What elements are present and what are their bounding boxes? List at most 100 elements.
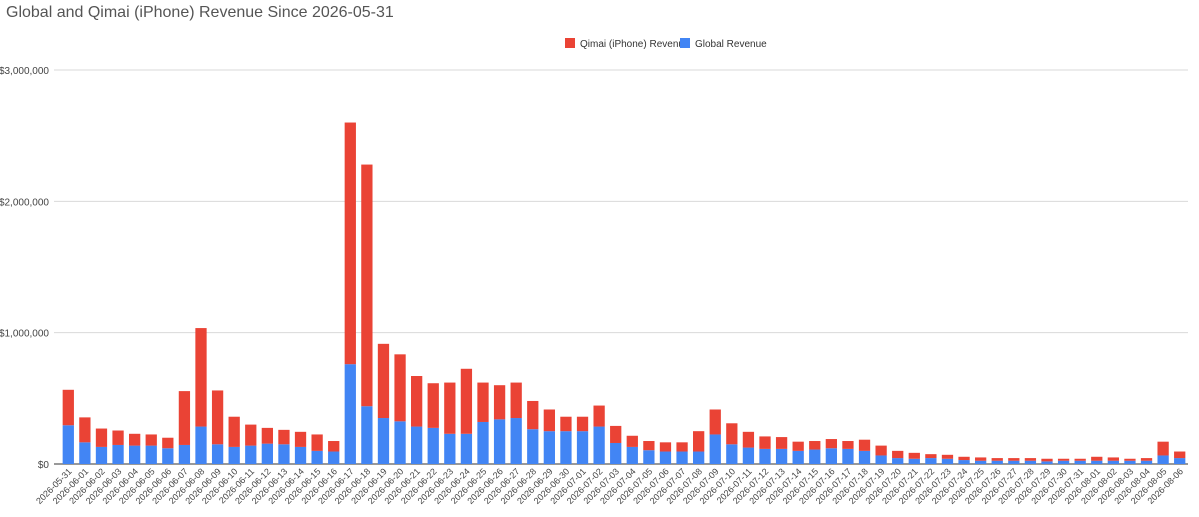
bar-qimai-revenue: [95, 428, 108, 447]
bar-global-revenue: [195, 426, 207, 464]
bar-qimai-revenue: [576, 416, 589, 432]
bar-global-revenue: [576, 431, 589, 464]
bar-qimai-revenue: [460, 368, 473, 434]
bar-qimai-revenue: [925, 454, 937, 459]
bar-qimai-revenue: [1140, 458, 1153, 461]
y-axis-labels: $0 $1,000,000 $2,000,000 $3,000,000: [0, 66, 49, 471]
y-tick-label: $0: [38, 460, 50, 471]
bar-global-revenue: [709, 434, 721, 464]
bar-qimai-revenue: [527, 400, 539, 430]
bar-qimai-revenue: [1057, 458, 1070, 461]
bar-global-revenue: [62, 425, 74, 464]
bar-qimai-revenue: [228, 416, 240, 447]
bar-global-revenue: [676, 451, 688, 464]
bar-global-revenue: [1057, 460, 1070, 464]
y-tick-label: $2,000,000: [0, 197, 49, 208]
bar-global-revenue: [1074, 460, 1086, 464]
bar-global-revenue: [1107, 460, 1119, 464]
bar-qimai-revenue: [361, 164, 373, 407]
bar-qimai-revenue: [477, 382, 489, 422]
bar-global-revenue: [1157, 455, 1169, 464]
bar-qimai-revenue: [726, 423, 738, 445]
bar-global-revenue: [477, 421, 489, 464]
bar-qimai-revenue: [543, 409, 555, 432]
bar-qimai-revenue: [975, 457, 987, 461]
bar-global-revenue: [659, 451, 672, 464]
y-tick-label: $3,000,000: [0, 66, 49, 77]
bar-global-revenue: [560, 431, 572, 464]
bar-global-revenue: [825, 448, 837, 464]
bar-global-revenue: [112, 444, 124, 464]
bar-global-revenue: [643, 450, 655, 464]
bar-qimai-revenue: [261, 427, 273, 444]
bar-qimai-revenue: [1008, 458, 1020, 461]
bar-qimai-revenue: [79, 417, 91, 443]
bar-qimai-revenue: [693, 431, 705, 452]
bar-qimai-revenue: [195, 328, 207, 427]
bar-global-revenue: [792, 450, 804, 464]
bar-global-revenue: [693, 451, 705, 464]
bar-global-revenue: [411, 426, 423, 464]
bar-global-revenue: [228, 446, 240, 464]
bar-qimai-revenue: [1174, 451, 1186, 459]
bar-qimai-revenue: [394, 354, 406, 422]
bar-qimai-revenue: [311, 434, 323, 451]
bar-global-revenue: [610, 442, 622, 464]
bar-qimai-revenue: [1107, 457, 1119, 461]
bar-qimai-revenue: [958, 456, 970, 461]
bar-qimai-revenue: [676, 442, 688, 452]
bar-global-revenue: [759, 448, 771, 464]
bar-global-revenue: [278, 444, 290, 464]
bar-global-revenue: [245, 445, 257, 464]
bar-qimai-revenue: [593, 405, 605, 427]
bar-global-revenue: [1140, 460, 1153, 464]
bar-global-revenue: [460, 433, 473, 464]
legend: Qimai (iPhone) Revenue Global Revenue: [565, 38, 767, 50]
bar-qimai-revenue: [560, 416, 572, 432]
bar-qimai-revenue: [991, 458, 1003, 461]
bar-qimai-revenue: [1024, 458, 1037, 461]
bar-qimai-revenue: [411, 376, 423, 427]
bar-qimai-revenue: [245, 424, 257, 446]
bar-qimai-revenue: [875, 445, 887, 456]
bar-global-revenue: [941, 458, 954, 464]
bar-qimai-revenue: [294, 431, 307, 447]
bar-global-revenue: [261, 443, 273, 464]
legend-label: Qimai (iPhone) Revenue: [580, 39, 690, 50]
bar-global-revenue: [95, 446, 108, 464]
bar-global-revenue: [775, 448, 788, 464]
bar-global-revenue: [726, 444, 738, 464]
legend-swatch: [565, 38, 575, 48]
bar-global-revenue: [1174, 458, 1186, 464]
bar-qimai-revenue: [493, 385, 506, 420]
bars: [62, 122, 1186, 464]
bar-global-revenue: [211, 444, 224, 464]
legend-swatch: [680, 38, 690, 48]
bar-qimai-revenue: [278, 429, 290, 445]
bar-qimai-revenue: [792, 441, 804, 451]
bar-qimai-revenue: [825, 439, 837, 449]
bar-global-revenue: [991, 460, 1003, 464]
bar-qimai-revenue: [610, 425, 622, 443]
bar-qimai-revenue: [344, 122, 356, 365]
bar-qimai-revenue: [444, 382, 456, 434]
bar-global-revenue: [842, 448, 854, 464]
bar-qimai-revenue: [892, 450, 904, 459]
bar-qimai-revenue: [162, 437, 174, 449]
bar-global-revenue: [328, 451, 340, 464]
bar-qimai-revenue: [1124, 458, 1136, 461]
bar-qimai-revenue: [211, 390, 224, 445]
bar-global-revenue: [493, 419, 506, 464]
bar-global-revenue: [1091, 460, 1103, 464]
bar-global-revenue: [958, 460, 970, 464]
bar-global-revenue: [1124, 460, 1136, 464]
bar-global-revenue: [361, 406, 373, 464]
bar-global-revenue: [925, 458, 937, 464]
bar-global-revenue: [875, 455, 887, 464]
bar-global-revenue: [593, 426, 605, 464]
bar-qimai-revenue: [178, 391, 191, 445]
bar-global-revenue: [908, 458, 920, 464]
gridlines: [54, 69, 1188, 465]
bar-qimai-revenue: [643, 441, 655, 451]
bar-global-revenue: [162, 448, 174, 464]
